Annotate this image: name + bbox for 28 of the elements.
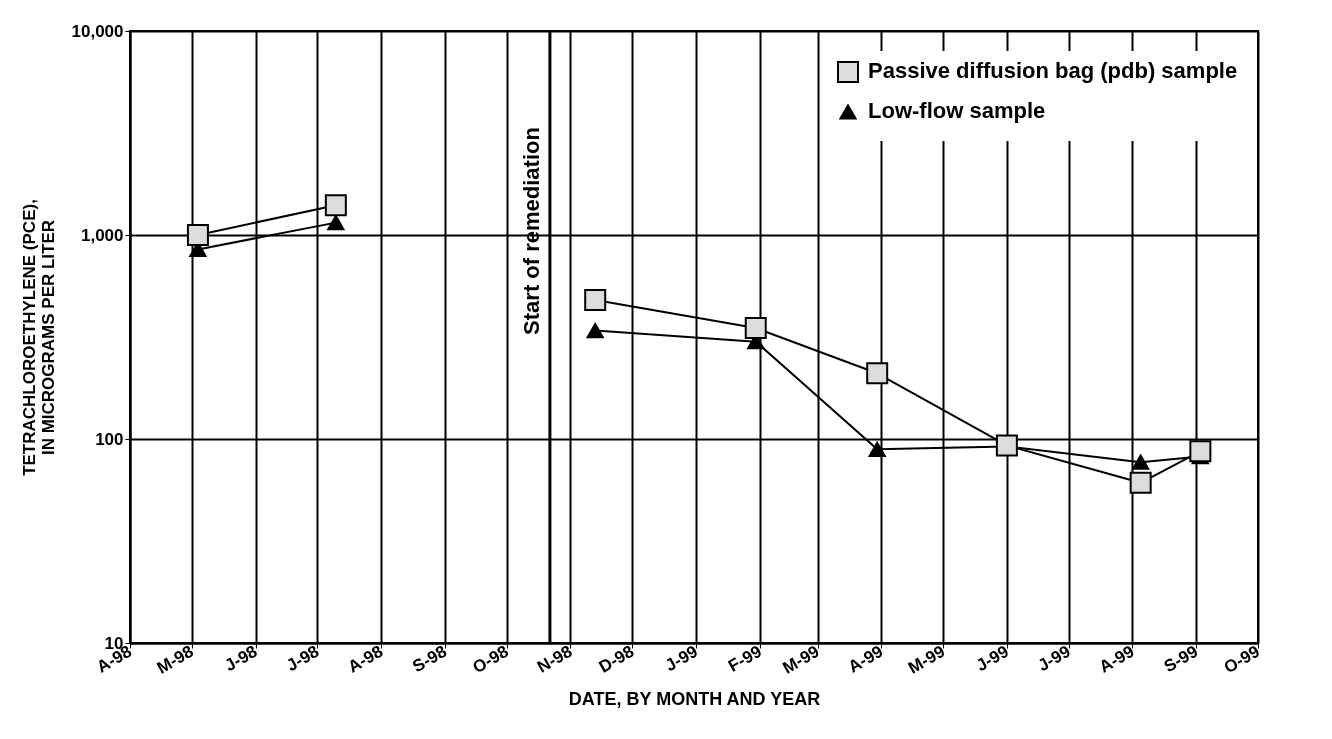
x-tick-label: J-98	[283, 641, 323, 676]
x-tick-label: J-99	[662, 641, 702, 676]
y-tick-label: 100	[95, 429, 124, 449]
x-tick-label: O-99	[1220, 641, 1263, 678]
x-tick-label: A-99	[1096, 641, 1138, 677]
x-tick-label: M-99	[905, 641, 949, 678]
x-tick-label: O-98	[469, 641, 512, 678]
legend-label: Passive diffusion bag (pdb) sample	[868, 58, 1238, 83]
x-tick-label: M-99	[779, 641, 823, 678]
ref-line-label: Start of remediation	[518, 127, 544, 335]
x-tick-label: J-99	[1034, 641, 1074, 676]
x-tick-label: M-98	[153, 641, 197, 678]
x-tick-label: S-98	[409, 641, 450, 677]
legend-label: Low-flow sample	[868, 98, 1046, 123]
x-tick-label: J-99	[972, 641, 1012, 676]
x-tick-label: A-99	[844, 641, 887, 677]
y-tick-label: 1,000	[80, 225, 124, 245]
x-tick-label: D-98	[595, 641, 638, 677]
x-axis-title: DATE, BY MONTH AND YEAR	[568, 688, 821, 709]
point	[1129, 471, 1152, 494]
x-tick-label: J-98	[221, 641, 261, 676]
y-axis-title: TETRACHLOROETHYLENE (PCE), IN MICROGRAMS PER LITER	[19, 199, 58, 476]
x-tick-label: F-99	[725, 641, 765, 676]
y-tick-label: 10,000	[71, 21, 124, 41]
point	[584, 289, 607, 312]
x-tick-label: N-98	[534, 641, 576, 677]
x-tick-label: S-99	[1160, 641, 1202, 677]
x-tick-label: A-98	[344, 641, 387, 677]
